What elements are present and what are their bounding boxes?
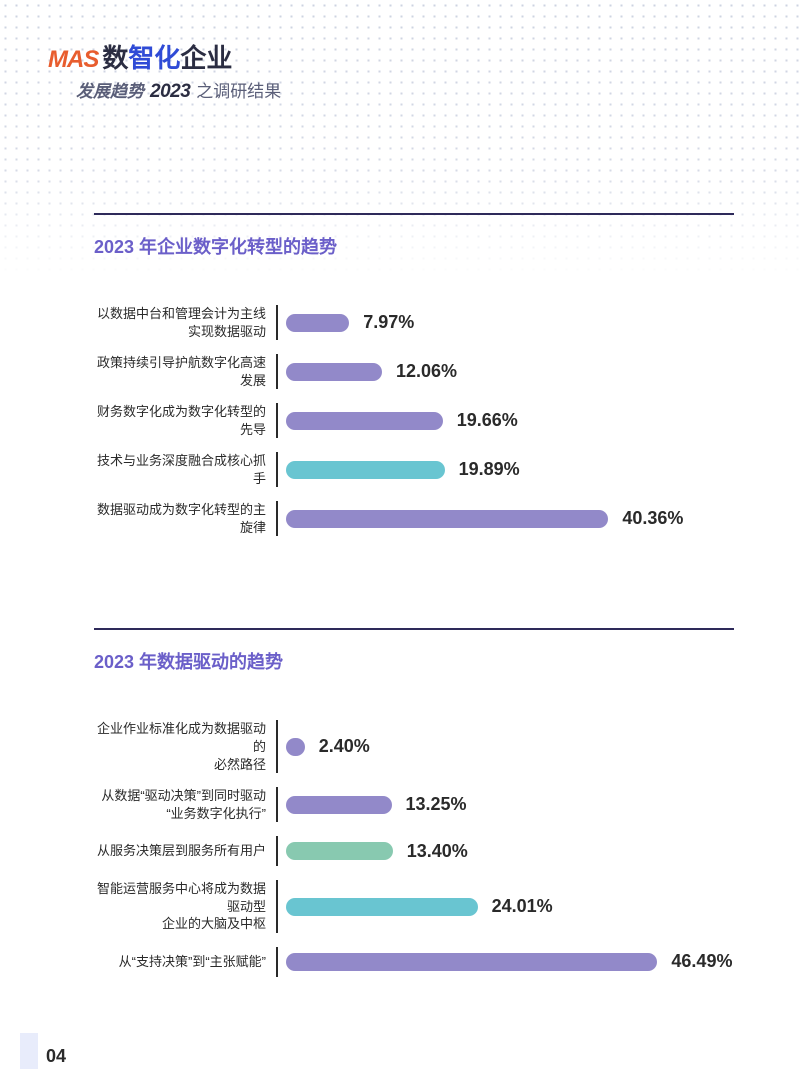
logo-mas: MAS (48, 46, 98, 74)
logo-line-2: 发展趋势 2023 之调研结果 (48, 77, 802, 103)
page-number-block: 04 (20, 1033, 66, 1069)
bar (286, 314, 350, 332)
logo-subtitle-1: 发展趋势 (76, 77, 144, 102)
chart-section: 2023 年企业数字化转型的趋势以数据中台和管理会计为主线实现数据驱动 7.97%… (94, 213, 734, 536)
logo-main: 数智化企业 (102, 38, 232, 75)
bar-value: 2.40% (319, 736, 370, 757)
chart-label: 政策持续引导护航数字化高速发展 (94, 354, 276, 389)
page-accent (20, 1033, 38, 1069)
chart-row: 政策持续引导护航数字化高速发展 12.06% (94, 354, 734, 389)
bar (286, 796, 392, 814)
chart-row: 智能运营服务中心将成为数据驱动型企业的大脑及中枢 24.01% (94, 880, 734, 933)
bar (286, 898, 478, 916)
logo-year: 2023 (150, 81, 190, 103)
chart-label: 数据驱动成为数字化转型的主旋律 (94, 501, 276, 536)
chart-row: 企业作业标准化成为数据驱动的必然路径 2.40% (94, 720, 734, 773)
chart-bar-area: 7.97% (278, 312, 735, 333)
section-rule (94, 213, 734, 215)
main-content: 2023 年企业数字化转型的趋势以数据中台和管理会计为主线实现数据驱动 7.97%… (94, 103, 734, 977)
chart-label: 从“支持决策”到“主张赋能” (94, 953, 276, 971)
bar (286, 363, 382, 381)
bar-value: 12.06% (396, 361, 457, 382)
section-title: 2023 年数据驱动的趋势 (94, 648, 734, 674)
bar-value: 19.66% (457, 410, 518, 431)
chart-row: 财务数字化成为数字化转型的先导 19.66% (94, 403, 734, 438)
chart-label: 技术与业务深度融合成核心抓手 (94, 452, 276, 487)
bar-value: 46.49% (671, 951, 732, 972)
chart-bar-area: 19.66% (278, 410, 735, 431)
bar-value: 40.36% (622, 508, 683, 529)
chart-bar-area: 2.40% (278, 736, 735, 757)
logo-subtitle-2: 之调研结果 (196, 77, 281, 102)
chart-label: 以数据中台和管理会计为主线实现数据驱动 (94, 305, 276, 340)
bar-value: 19.89% (459, 459, 520, 480)
chart-label: 从数据“驱动决策”到同时驱动“业务数字化执行” (94, 787, 276, 822)
bar-value: 7.97% (363, 312, 414, 333)
chart-row: 技术与业务深度融合成核心抓手 19.89% (94, 452, 734, 487)
bar (286, 510, 609, 528)
logo-line-1: MAS 数智化企业 (48, 38, 802, 75)
chart-bar-area: 19.89% (278, 459, 735, 480)
chart-bar-area: 12.06% (278, 361, 735, 382)
bar-value: 13.25% (406, 794, 467, 815)
chart-bar-area: 13.25% (278, 794, 735, 815)
chart-label: 财务数字化成为数字化转型的先导 (94, 403, 276, 438)
bar (286, 738, 305, 756)
chart-label: 企业作业标准化成为数据驱动的必然路径 (94, 720, 276, 773)
bar (286, 842, 393, 860)
bar-value: 13.40% (407, 841, 468, 862)
chart-section: 2023 年数据驱动的趋势企业作业标准化成为数据驱动的必然路径 2.40% 从数据“… (94, 628, 734, 976)
chart-bar-area: 13.40% (278, 841, 735, 862)
chart-label: 从服务决策层到服务所有用户 (94, 842, 276, 860)
chart-row: 数据驱动成为数字化转型的主旋律 40.36% (94, 501, 734, 536)
report-header: MAS 数智化企业 发展趋势 2023 之调研结果 (0, 0, 802, 103)
chart-label: 智能运营服务中心将成为数据驱动型企业的大脑及中枢 (94, 880, 276, 933)
bar (286, 953, 658, 971)
chart-row: 以数据中台和管理会计为主线实现数据驱动 7.97% (94, 305, 734, 340)
chart-row: 从服务决策层到服务所有用户 13.40% (94, 836, 734, 866)
chart-row: 从数据“驱动决策”到同时驱动“业务数字化执行” 13.25% (94, 787, 734, 822)
chart-bar-area: 24.01% (278, 896, 735, 917)
section-rule (94, 628, 734, 630)
chart-row: 从“支持决策”到“主张赋能” 46.49% (94, 947, 734, 977)
chart-bar-area: 46.49% (278, 951, 735, 972)
bar (286, 412, 443, 430)
section-title: 2023 年企业数字化转型的趋势 (94, 233, 734, 259)
bar-value: 24.01% (492, 896, 553, 917)
bar (286, 461, 445, 479)
page-number: 04 (46, 1046, 66, 1069)
chart-bar-area: 40.36% (278, 508, 735, 529)
